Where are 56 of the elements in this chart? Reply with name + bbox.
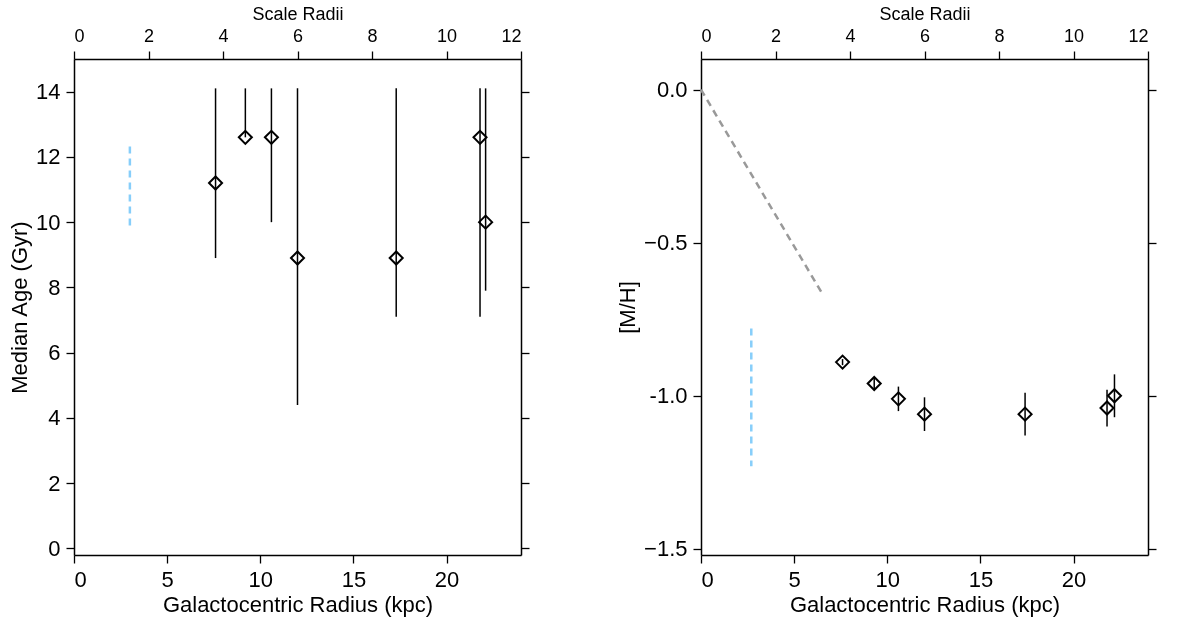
- point: [263, 129, 279, 145]
- x-tick-label: 5: [161, 566, 174, 592]
- x-tick-label: 10: [248, 566, 273, 592]
- point: [1017, 406, 1033, 422]
- point: [478, 214, 494, 230]
- point: [289, 250, 306, 266]
- x-tick-label: 5: [788, 566, 801, 592]
- x-tick-label: 20: [1061, 566, 1087, 592]
- x2-tick-label: 2: [143, 25, 155, 46]
- point: [388, 250, 404, 266]
- x2-axis-title: Scale Radii: [252, 3, 344, 24]
- point: [835, 354, 851, 370]
- point: [237, 129, 253, 145]
- y-tick-label: -1.0: [649, 383, 688, 409]
- x-tick-label: 0: [701, 566, 714, 592]
- y-tick-label: 8: [48, 274, 61, 300]
- x2-tick-label: 8: [367, 25, 378, 46]
- x-tick-label: 10: [875, 566, 900, 592]
- point: [472, 129, 488, 145]
- x2-tick-label: 12: [1128, 25, 1149, 46]
- x2-tick-label: 0: [74, 25, 85, 46]
- y-tick-label: 4: [48, 405, 61, 431]
- point: [866, 376, 882, 392]
- y-tick-label: 2: [48, 470, 61, 496]
- x2-tick-label: 2: [770, 25, 782, 46]
- x2-tick-label: 6: [919, 25, 931, 46]
- x2-tick-label: 4: [218, 25, 229, 46]
- point: [1106, 388, 1122, 404]
- x2-tick-label: 12: [501, 25, 522, 46]
- y-tick-label: 6: [48, 340, 61, 366]
- x-axis-title: Galactocentric Radius (kpc): [789, 591, 1061, 617]
- x2-tick-label: 4: [845, 25, 856, 46]
- y-tick-label: 14: [36, 79, 61, 105]
- y-axis-title: [M/H]: [615, 281, 641, 334]
- y-axis-title: Median Age (Gyr): [7, 221, 33, 394]
- y-tick-label: 12: [36, 144, 61, 170]
- point: [208, 175, 224, 191]
- x2-axis-title: Scale Radii: [879, 3, 971, 24]
- x-tick-label: 15: [341, 566, 367, 592]
- x-tick-label: 15: [968, 566, 994, 592]
- point: [916, 406, 933, 422]
- point: [1099, 400, 1115, 416]
- y-tick-label: −1.5: [644, 536, 688, 562]
- y-tick-label: 0: [48, 535, 61, 561]
- x2-tick-label: 8: [994, 25, 1005, 46]
- x2-tick-label: 10: [436, 25, 458, 46]
- x2-tick-label: 0: [701, 25, 712, 46]
- y-tick-label: −0.5: [644, 230, 688, 256]
- y-tick-label: 0.0: [656, 77, 688, 103]
- point: [890, 391, 906, 407]
- x-tick-label: 0: [74, 566, 87, 592]
- y-tick-label: 10: [36, 209, 61, 235]
- x-axis-title: Galactocentric Radius (kpc): [162, 591, 434, 617]
- x-tick-label: 20: [434, 566, 460, 592]
- x2-tick-label: 10: [1063, 25, 1085, 46]
- x2-tick-label: 6: [292, 25, 304, 46]
